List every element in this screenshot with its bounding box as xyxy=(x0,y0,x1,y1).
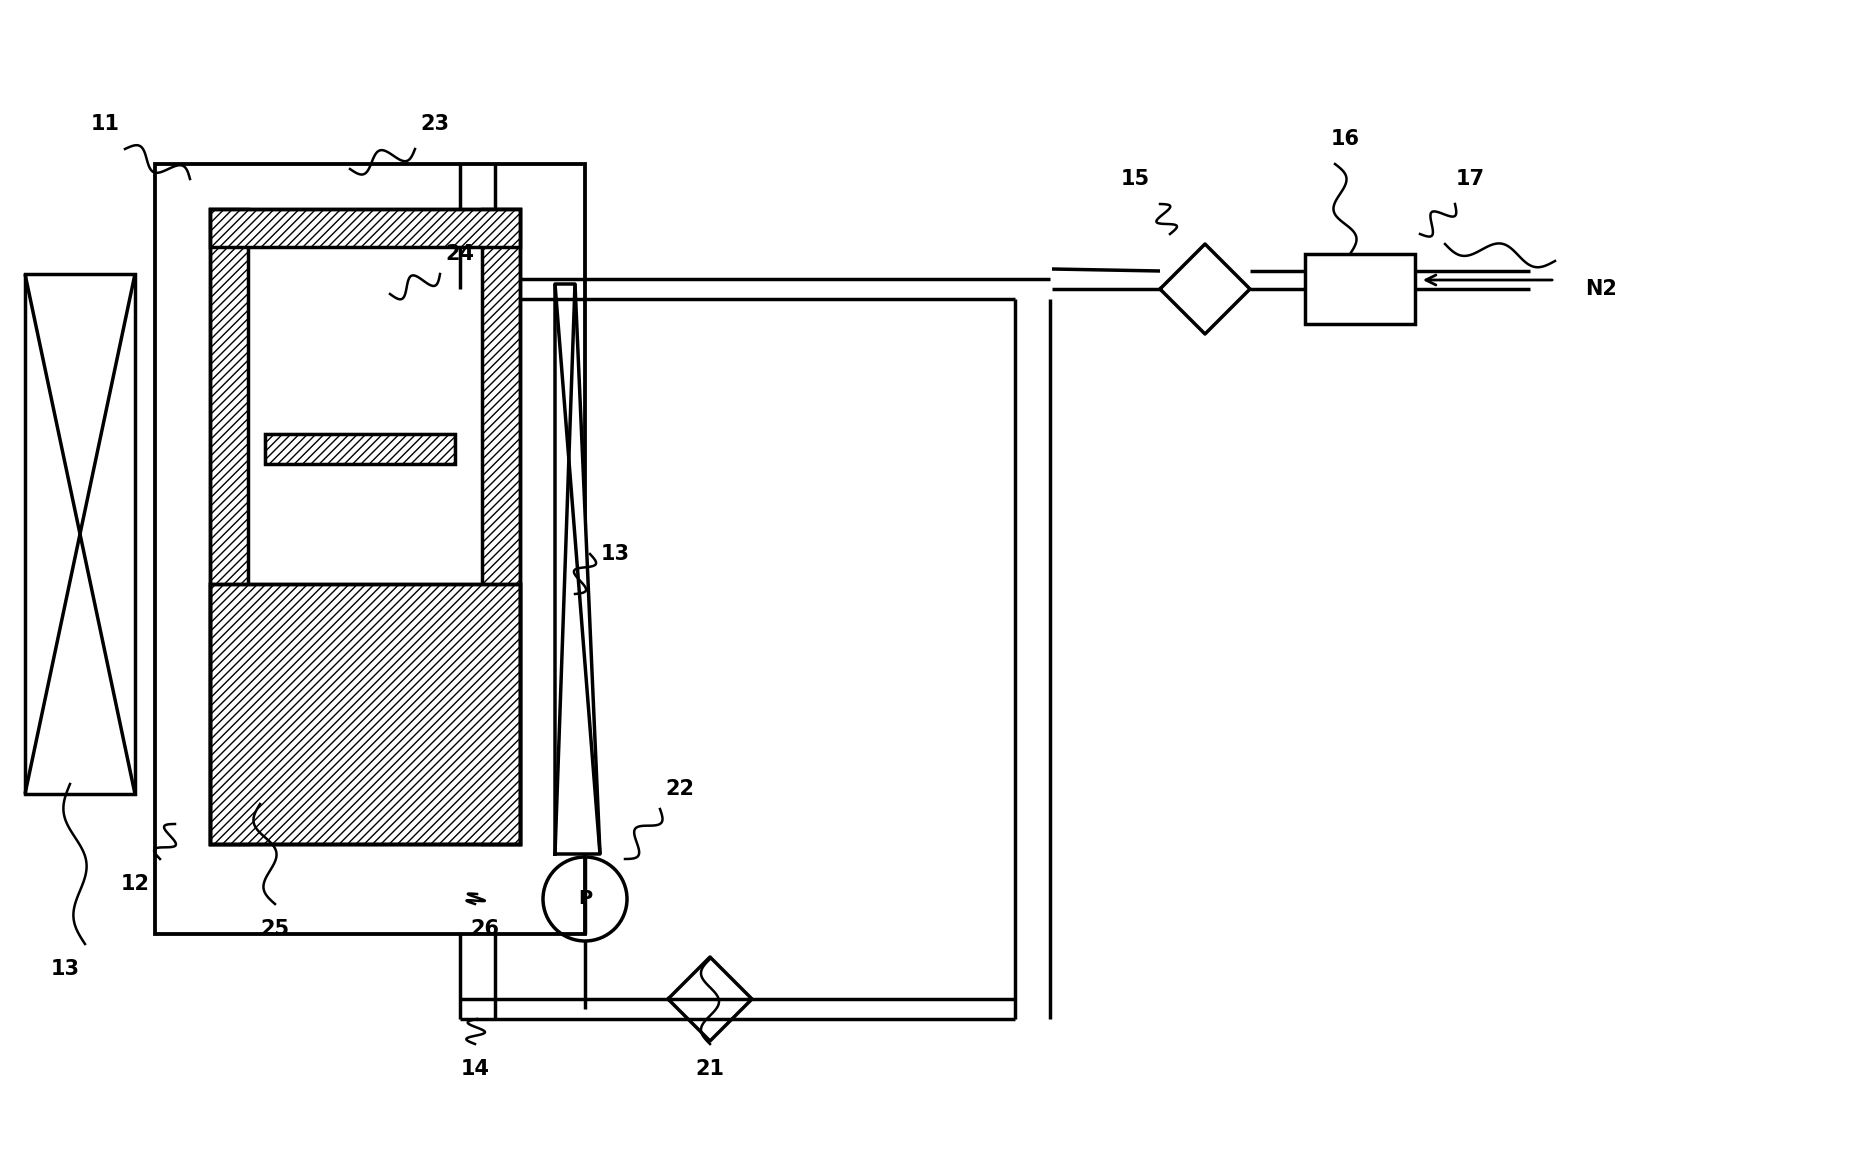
Text: 24: 24 xyxy=(446,243,474,264)
Text: 13: 13 xyxy=(601,544,629,564)
Text: 21: 21 xyxy=(696,1059,724,1079)
Text: 25: 25 xyxy=(260,919,289,939)
Text: 13: 13 xyxy=(50,959,80,979)
Text: 12: 12 xyxy=(121,874,149,894)
Text: 16: 16 xyxy=(1331,129,1359,149)
Bar xyxy=(1305,254,1415,324)
Bar xyxy=(209,584,521,844)
Text: 14: 14 xyxy=(461,1059,489,1079)
Text: 23: 23 xyxy=(420,114,450,134)
Bar xyxy=(482,209,521,844)
Bar xyxy=(24,273,134,794)
Text: 17: 17 xyxy=(1456,168,1484,189)
Text: 15: 15 xyxy=(1120,168,1150,189)
Polygon shape xyxy=(554,284,599,854)
Text: 11: 11 xyxy=(90,114,119,134)
Text: 26: 26 xyxy=(470,919,500,939)
Text: N2: N2 xyxy=(1585,279,1617,299)
Bar xyxy=(209,584,521,844)
Bar xyxy=(209,209,248,844)
Bar xyxy=(155,164,584,934)
Bar xyxy=(209,209,521,247)
Bar xyxy=(265,434,456,464)
Bar xyxy=(209,209,521,844)
Text: 22: 22 xyxy=(665,779,695,799)
Bar xyxy=(265,434,456,464)
Text: P: P xyxy=(579,890,592,908)
